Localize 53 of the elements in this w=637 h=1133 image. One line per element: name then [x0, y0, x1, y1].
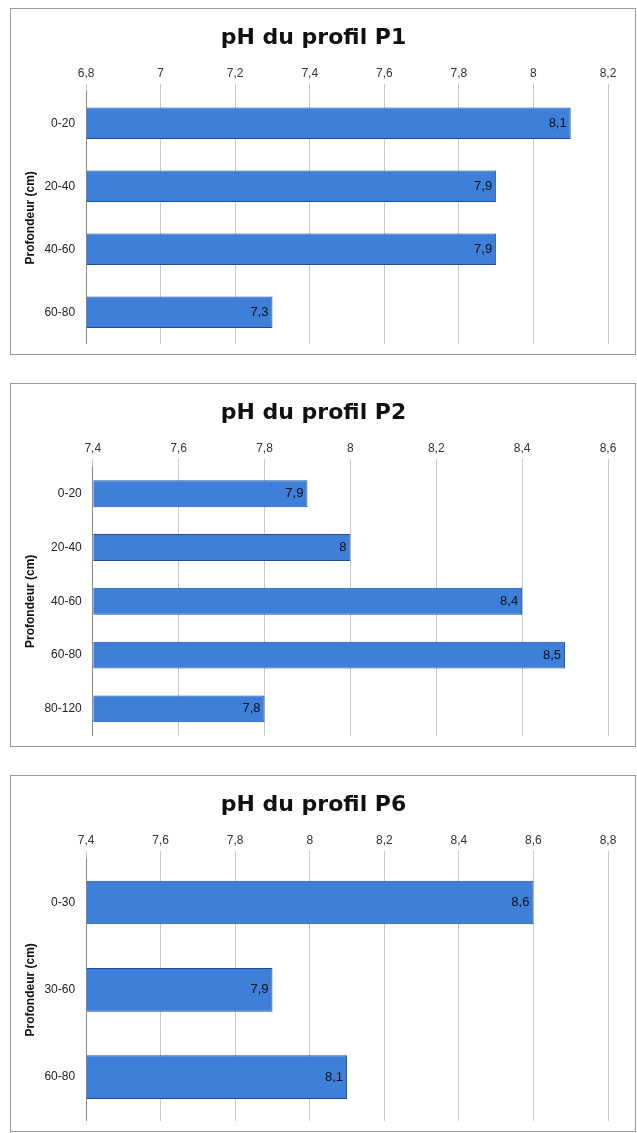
data-label: 7,9: [250, 981, 269, 997]
x-tick-label: 8,4: [513, 440, 531, 455]
y-axis-title: Profondeur (cm): [22, 554, 37, 648]
x-tick-label: 8: [530, 65, 538, 80]
x-tick-label: 8,8: [599, 832, 617, 847]
y-tick-label: 20-40: [51, 539, 83, 554]
data-label: 8,1: [548, 114, 567, 130]
data-label: 7,9: [474, 240, 493, 256]
x-tick-label: 8,2: [599, 65, 617, 80]
chart-title: pH du profil P1: [220, 23, 407, 49]
x-tick-label: 8,6: [525, 832, 543, 847]
y-tick-label: 30-60: [44, 982, 76, 997]
data-label: 8,1: [324, 1068, 344, 1084]
x-tick-label: 7,4: [84, 440, 102, 455]
y-axis-title: Profondeur (cm): [22, 943, 37, 1037]
y-tick-label: 20-40: [44, 178, 76, 193]
data-label: 8,6: [511, 894, 530, 910]
x-tick-label: 7: [157, 65, 165, 80]
data-label: 8,4: [500, 592, 519, 608]
x-tick-label: 8: [347, 440, 355, 455]
x-tick-label: 6,8: [77, 65, 95, 80]
data-label: 8: [339, 539, 347, 555]
data-label: 7,3: [250, 303, 269, 319]
x-tick-label: 8: [306, 832, 314, 847]
y-tick-label: 60-80: [44, 1069, 76, 1084]
y-tick-label: 80-120: [44, 701, 83, 716]
chart-title: pH du profil P2: [220, 398, 407, 424]
data-label: 7,8: [242, 700, 261, 716]
y-tick-label: 0-30: [51, 894, 76, 909]
x-tick-label: 7,4: [301, 65, 319, 80]
x-tick-label: 8,2: [375, 832, 393, 847]
y-tick-label: 0-20: [51, 115, 76, 130]
y-tick-label: 40-60: [51, 593, 83, 608]
y-tick-label: 60-80: [51, 647, 83, 662]
x-tick-label: 7,8: [256, 440, 274, 455]
y-tick-label: 40-60: [44, 241, 76, 256]
x-tick-label: 7,6: [170, 440, 188, 455]
x-tick-label: 8,2: [427, 440, 445, 455]
data-label: 7,9: [474, 177, 493, 193]
x-tick-label: 7,2: [226, 65, 244, 80]
x-tick-label: 7,6: [375, 65, 393, 80]
chart-title: pH du profil P6: [220, 790, 407, 816]
x-tick-label: 7,4: [77, 832, 95, 847]
y-axis-title: Profondeur (cm): [22, 171, 37, 265]
x-tick-label: 8,6: [599, 440, 617, 455]
data-label: 8,5: [542, 646, 562, 662]
y-tick-label: 60-80: [44, 304, 76, 319]
data-label: 7,9: [285, 485, 304, 501]
x-tick-label: 7,8: [450, 65, 468, 80]
x-tick-label: 8,4: [450, 832, 468, 847]
x-tick-label: 7,8: [226, 832, 244, 847]
y-tick-label: 0-20: [57, 486, 83, 501]
x-tick-label: 7,6: [152, 832, 170, 847]
